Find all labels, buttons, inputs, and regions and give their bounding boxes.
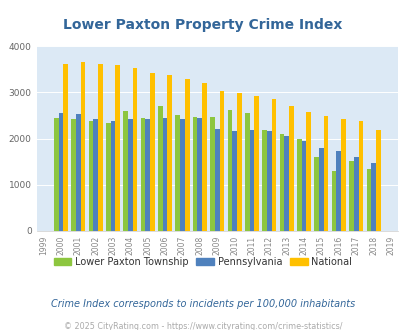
Bar: [210, 117, 214, 231]
Bar: [266, 131, 271, 231]
Text: © 2025 CityRating.com - https://www.cityrating.com/crime-statistics/: © 2025 CityRating.com - https://www.city…: [64, 322, 341, 330]
Bar: [167, 75, 172, 231]
Bar: [54, 118, 58, 231]
Bar: [331, 171, 336, 231]
Bar: [71, 119, 76, 231]
Bar: [145, 119, 150, 231]
Bar: [271, 99, 276, 231]
Bar: [288, 106, 293, 231]
Bar: [284, 136, 288, 231]
Bar: [336, 151, 340, 231]
Bar: [180, 119, 184, 231]
Text: Lower Paxton Property Crime Index: Lower Paxton Property Crime Index: [63, 18, 342, 32]
Bar: [237, 93, 241, 231]
Bar: [76, 114, 80, 231]
Bar: [141, 118, 145, 231]
Bar: [219, 91, 224, 231]
Bar: [88, 121, 93, 231]
Bar: [80, 62, 85, 231]
Bar: [128, 119, 132, 231]
Bar: [58, 113, 63, 231]
Bar: [375, 130, 379, 231]
Bar: [202, 83, 207, 231]
Bar: [279, 134, 283, 231]
Bar: [158, 106, 162, 231]
Bar: [313, 157, 318, 231]
Bar: [306, 112, 310, 231]
Legend: Lower Paxton Township, Pennsylvania, National: Lower Paxton Township, Pennsylvania, Nat…: [50, 253, 355, 271]
Bar: [348, 161, 353, 231]
Bar: [123, 111, 128, 231]
Bar: [150, 73, 154, 231]
Bar: [110, 120, 115, 231]
Bar: [227, 110, 232, 231]
Bar: [98, 64, 102, 231]
Bar: [232, 131, 237, 231]
Bar: [175, 115, 180, 231]
Bar: [296, 139, 301, 231]
Bar: [358, 120, 362, 231]
Bar: [323, 116, 328, 231]
Bar: [162, 118, 167, 231]
Bar: [366, 169, 370, 231]
Bar: [184, 79, 189, 231]
Bar: [370, 163, 375, 231]
Bar: [106, 123, 110, 231]
Bar: [340, 119, 345, 231]
Bar: [197, 118, 202, 231]
Bar: [132, 68, 137, 231]
Bar: [115, 65, 120, 231]
Bar: [318, 148, 323, 231]
Bar: [301, 141, 306, 231]
Bar: [63, 64, 68, 231]
Bar: [93, 119, 98, 231]
Bar: [353, 157, 358, 231]
Text: Crime Index corresponds to incidents per 100,000 inhabitants: Crime Index corresponds to incidents per…: [51, 299, 354, 309]
Bar: [254, 96, 258, 231]
Bar: [192, 117, 197, 231]
Bar: [214, 129, 219, 231]
Bar: [244, 113, 249, 231]
Bar: [262, 130, 266, 231]
Bar: [249, 130, 254, 231]
